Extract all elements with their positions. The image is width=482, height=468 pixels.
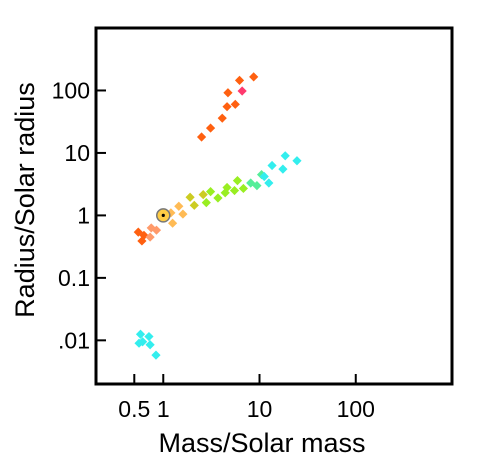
sun-point-center [161, 213, 165, 218]
data-points [133, 72, 302, 360]
data-point [217, 113, 227, 123]
data-point [267, 160, 277, 171]
data-point [144, 331, 154, 342]
data-point [222, 102, 232, 112]
data-point [198, 190, 208, 200]
data-point [151, 350, 161, 360]
y-tick-label: .01 [58, 327, 90, 353]
data-point [205, 187, 216, 197]
x-axis-label: Mass/Solar mass [158, 428, 365, 458]
x-tick-label: 0.5 [118, 396, 150, 422]
data-point [259, 171, 269, 182]
data-point [234, 75, 245, 85]
x-tick-label: 1 [157, 396, 170, 422]
y-axis-ticks: .01 0.1 1 10 100 [52, 77, 106, 353]
data-point [167, 218, 178, 228]
data-point [135, 329, 146, 339]
plot-frame [94, 26, 454, 386]
data-point [185, 192, 195, 202]
data-point [249, 72, 259, 82]
data-point [145, 232, 155, 242]
data-point [238, 183, 248, 194]
data-point [232, 176, 243, 186]
y-tick-label: 1 [77, 202, 90, 228]
data-point [292, 156, 302, 166]
data-point [280, 151, 290, 161]
data-point [145, 340, 155, 350]
data-point [196, 132, 207, 142]
data-point [213, 193, 223, 203]
data-point [151, 225, 162, 235]
data-point [223, 88, 233, 98]
data-point [189, 200, 199, 210]
data-point [222, 182, 232, 193]
y-tick-label: 10 [64, 140, 90, 166]
x-tick-label: 100 [337, 396, 375, 422]
sun-marker [156, 208, 171, 223]
data-point [264, 178, 274, 188]
x-axis-ticks: 0.5 1 10 100 [118, 374, 375, 422]
y-tick-label: 100 [52, 77, 90, 103]
data-point [237, 86, 247, 96]
y-tick-label: 0.1 [58, 265, 90, 291]
data-point [201, 198, 211, 208]
data-point [205, 123, 216, 133]
data-point [230, 99, 240, 109]
data-point [278, 164, 288, 174]
data-point [178, 209, 188, 219]
data-point [174, 201, 184, 211]
y-axis-label: Radius/Solar radius [10, 82, 40, 318]
data-point [252, 180, 262, 191]
data-point [229, 185, 240, 196]
data-point [138, 337, 148, 347]
x-tick-label: 10 [247, 396, 273, 422]
